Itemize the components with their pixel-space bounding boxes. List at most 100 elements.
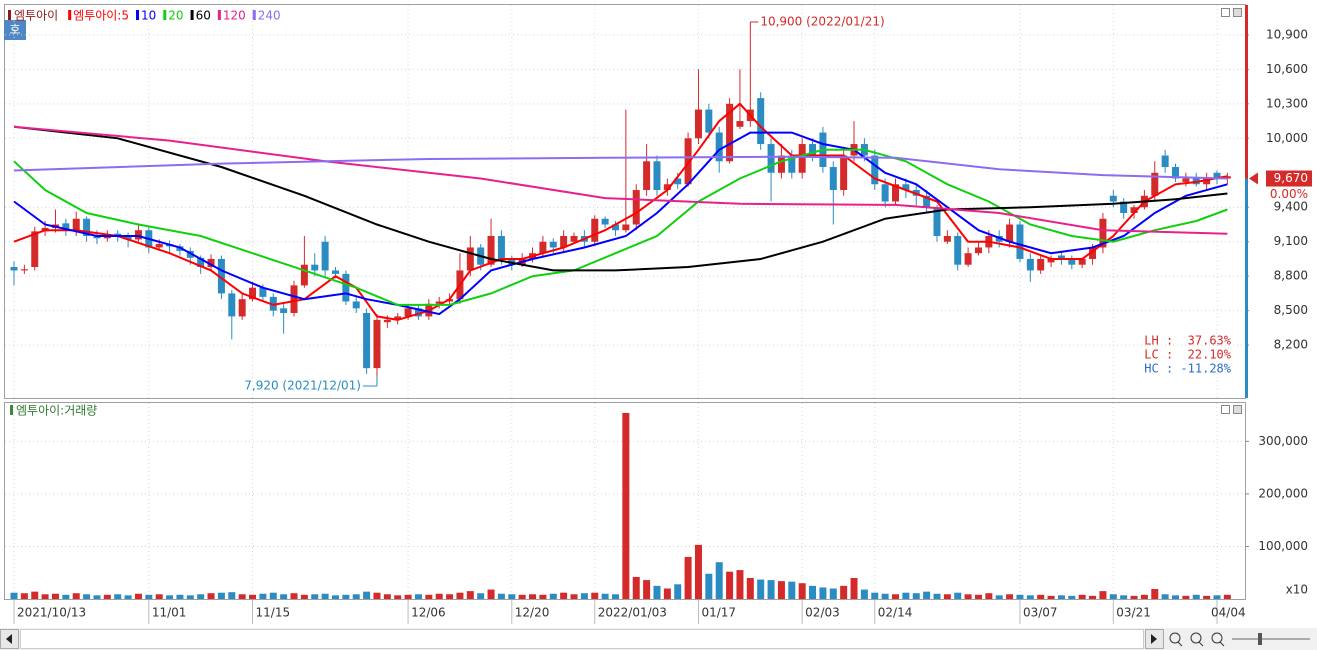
volume-bar xyxy=(321,593,329,599)
legend-label: 10 xyxy=(141,9,156,23)
candle-body xyxy=(923,195,931,208)
x-tick-label: 11/15 xyxy=(256,606,291,620)
volume-bar xyxy=(103,594,111,599)
candle-body xyxy=(300,264,308,286)
volume-bar xyxy=(560,592,568,599)
panel-buttons[interactable] xyxy=(1221,8,1242,414)
candle-body xyxy=(840,155,848,191)
volume-bar xyxy=(622,412,630,599)
candle-body xyxy=(1026,258,1034,271)
candle-body xyxy=(93,235,101,239)
candle-body xyxy=(124,235,132,240)
volume-bar xyxy=(1057,595,1065,599)
volume-bar xyxy=(674,584,682,599)
volume-bar xyxy=(860,589,868,599)
candle-body xyxy=(715,132,723,162)
ma-line xyxy=(13,131,1228,316)
candle-body xyxy=(435,301,443,304)
volume-bar xyxy=(881,593,889,599)
candle-body xyxy=(1182,178,1190,182)
legend-swatch xyxy=(10,405,13,415)
volume-bar xyxy=(477,593,485,599)
x-tick-label: 04/04 xyxy=(1211,606,1246,620)
candle-body xyxy=(809,144,817,156)
volume-bar xyxy=(10,592,18,599)
volume-bar xyxy=(892,594,900,599)
volume-bar xyxy=(1068,595,1076,599)
candle-body xyxy=(1099,218,1107,248)
volume-bar xyxy=(757,579,765,599)
volume-bar xyxy=(632,576,640,599)
y-tick-label: 8,800 xyxy=(1274,269,1308,283)
volume-bar xyxy=(186,595,194,599)
legend-label: 20 xyxy=(168,9,183,23)
volume-bar xyxy=(145,594,153,599)
volume-bar xyxy=(809,585,817,599)
volume-bar xyxy=(580,593,588,599)
volume-bar xyxy=(238,594,246,599)
legend-swatch xyxy=(163,10,167,20)
y-tick-label: 8,500 xyxy=(1274,303,1308,317)
legend-swatch xyxy=(68,10,72,20)
badge[interactable]: 호 xyxy=(9,23,20,37)
volume-bar xyxy=(663,588,671,599)
volume-bar xyxy=(871,592,879,599)
candle-body xyxy=(684,138,692,185)
scrollbar[interactable] xyxy=(0,628,1317,650)
volume-bar xyxy=(694,544,702,599)
volume-bar xyxy=(943,594,951,599)
candle-body xyxy=(363,312,371,369)
x-tick-label: 2021/10/13 xyxy=(17,606,86,620)
volume-bar xyxy=(1140,594,1148,599)
candle-body xyxy=(788,155,796,173)
candle-body xyxy=(280,308,288,313)
x-tick-label: 01/17 xyxy=(701,606,736,620)
candle-body xyxy=(269,296,277,311)
volume-bar xyxy=(1120,595,1128,599)
volume-bar xyxy=(684,556,692,599)
volume-bar xyxy=(788,581,796,599)
y-tick-label: 200,000 xyxy=(1258,486,1308,500)
volume-bar xyxy=(653,585,661,599)
x-tick-label: 12/06 xyxy=(411,606,446,620)
candle-body xyxy=(674,178,682,185)
x-tick-label: 12/20 xyxy=(515,606,550,620)
volume-bar xyxy=(363,591,371,599)
volume-bar xyxy=(290,593,298,599)
candle-body xyxy=(798,144,806,173)
candle-body xyxy=(487,235,495,265)
volume-bar xyxy=(767,580,775,599)
annotation: 7,920 (2021/12/01) xyxy=(244,379,361,393)
candle-body xyxy=(570,235,578,242)
volume-bar xyxy=(331,595,339,599)
volume-bar xyxy=(269,592,277,599)
candle-body xyxy=(197,257,205,267)
x-tick-label: 02/14 xyxy=(878,606,913,620)
candle-body xyxy=(757,98,765,145)
volume-bar xyxy=(425,594,433,599)
volume-bar xyxy=(414,594,422,599)
volume-bar xyxy=(446,594,454,599)
candle-body xyxy=(207,258,215,267)
volume-bar xyxy=(902,592,910,599)
legend-label: 엠투아이:5 xyxy=(73,9,129,23)
volume-bar xyxy=(41,594,49,599)
ma-line xyxy=(13,125,1228,272)
volume-panel-frame xyxy=(4,402,1246,600)
candle-body xyxy=(20,269,28,271)
volume-bar xyxy=(497,593,505,599)
y-tick-label: 10,000 xyxy=(1266,131,1308,145)
price-pointer xyxy=(1249,172,1258,185)
candle-body xyxy=(1109,195,1117,202)
candle-body xyxy=(881,184,889,202)
legend-label: 120 xyxy=(223,9,246,23)
candle-body xyxy=(943,235,951,242)
ma-line xyxy=(13,155,1228,180)
x-tick-label: 02/03 xyxy=(805,606,840,620)
volume-bar xyxy=(1109,594,1117,599)
candle-body xyxy=(155,244,163,248)
legend-label: 240 xyxy=(258,9,281,23)
candle-body xyxy=(964,253,972,265)
volume-bar xyxy=(72,593,80,599)
